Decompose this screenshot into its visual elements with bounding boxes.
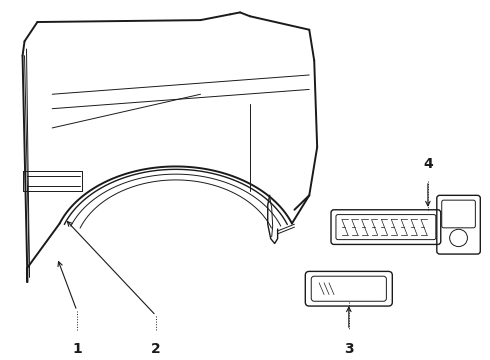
Text: 1: 1 [72,342,82,356]
Text: 2: 2 [151,342,161,356]
Text: 3: 3 [344,342,354,356]
Text: 4: 4 [423,157,433,171]
